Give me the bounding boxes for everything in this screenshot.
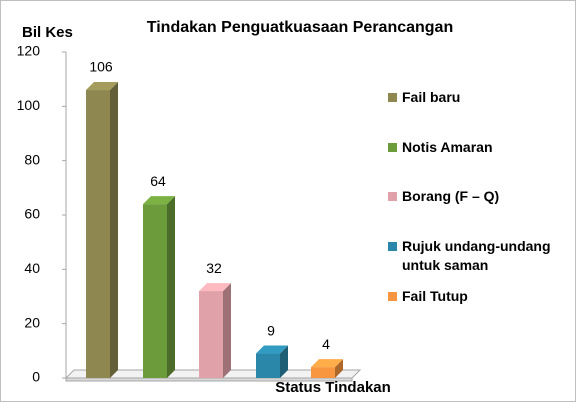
y-axis-label: Bil Kes <box>22 24 73 41</box>
data-label: 64 <box>150 173 166 189</box>
bar <box>256 353 280 378</box>
bar-top <box>143 196 175 205</box>
y-tick-label: 40 <box>24 260 40 276</box>
legend-swatch <box>388 143 397 152</box>
bar-top <box>199 283 231 292</box>
legend-item: Rujuk undang-undang untuk saman <box>386 237 561 275</box>
bar-side <box>167 196 175 378</box>
legend-item: Fail Tutup <box>386 287 561 306</box>
y-tick-label: 120 <box>17 43 41 59</box>
bar-top <box>256 345 288 354</box>
legend-label: Borang (F – Q) <box>402 188 500 204</box>
bar-side <box>223 283 231 378</box>
bar-side <box>110 82 118 379</box>
legend-label: Notis Amaran <box>402 139 493 155</box>
legend-swatch <box>388 93 397 102</box>
legend-swatch <box>388 242 397 251</box>
y-tick-label: 80 <box>24 151 40 167</box>
bar <box>86 90 110 379</box>
bar-top <box>86 82 118 91</box>
legend-swatch <box>388 192 397 201</box>
chart-title: Tindakan Penguatkuasaan Perancangan <box>147 19 453 36</box>
bar-top <box>311 359 343 368</box>
bar-side <box>335 359 343 378</box>
legend-item: Borang (F – Q) <box>386 187 561 206</box>
bar <box>311 367 335 378</box>
data-label: 4 <box>322 336 330 352</box>
data-label: 32 <box>206 260 222 276</box>
bar <box>143 204 167 378</box>
legend-item: Fail baru <box>386 88 561 107</box>
data-label: 106 <box>89 59 113 75</box>
legend-label: Fail baru <box>402 89 461 105</box>
x-axis-label: Status Tindakan <box>275 379 391 396</box>
y-tick-label: 20 <box>24 314 40 330</box>
data-label: 9 <box>267 322 275 338</box>
legend-label: Fail Tutup <box>402 288 468 304</box>
legend-swatch <box>388 292 397 301</box>
legend-item: Notis Amaran <box>386 138 561 157</box>
bar-side <box>280 345 288 378</box>
y-tick-label: 0 <box>32 369 40 385</box>
y-tick-label: 60 <box>24 206 40 222</box>
bar <box>199 291 223 378</box>
y-tick-label: 100 <box>17 97 41 113</box>
legend-label: Rujuk undang-undang untuk saman <box>402 238 551 273</box>
